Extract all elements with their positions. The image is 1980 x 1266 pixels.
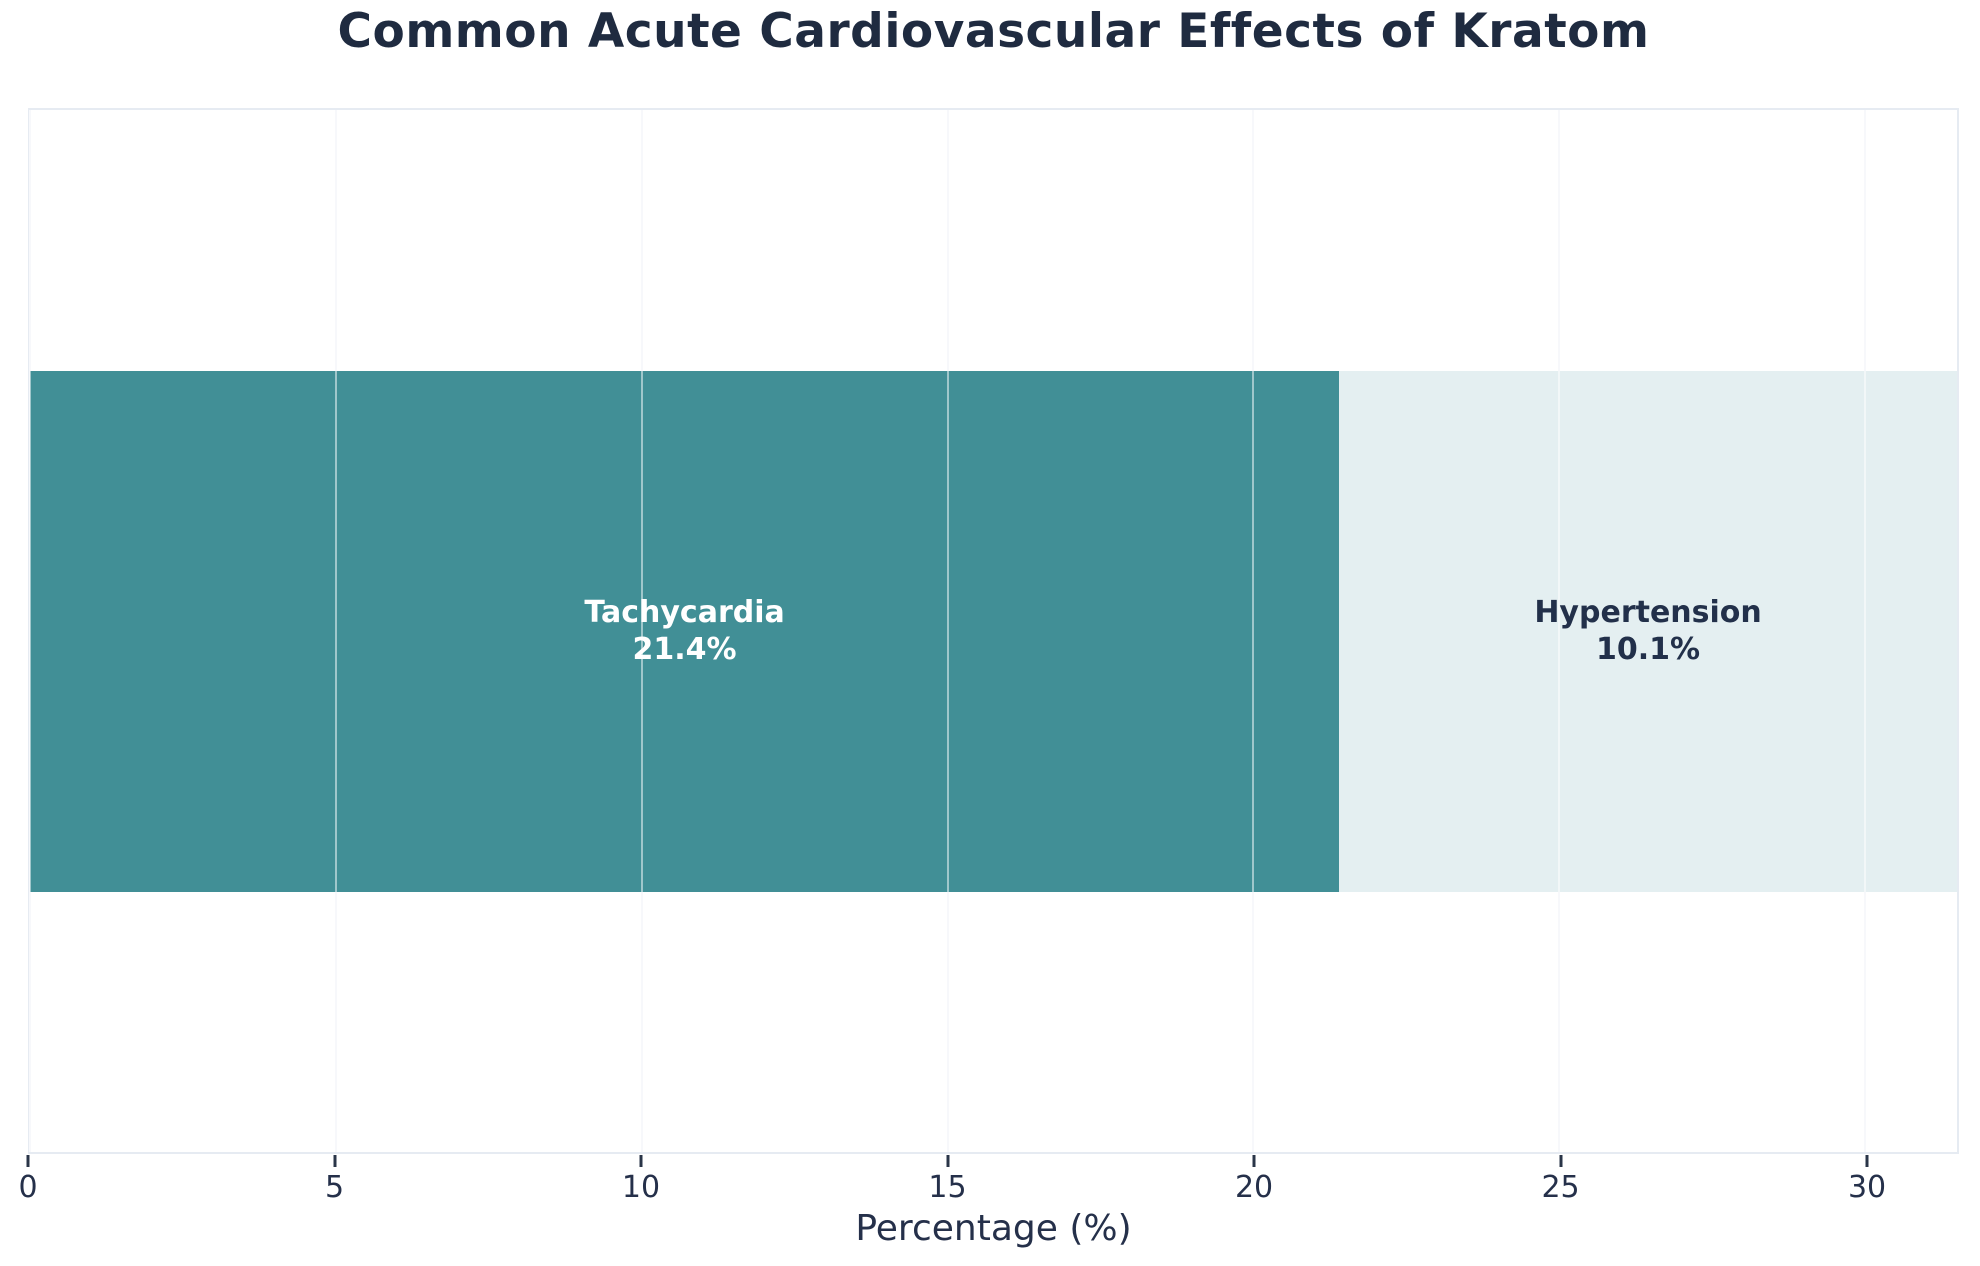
x-tick-label: 15 — [928, 1170, 967, 1205]
x-tick-mark — [333, 1155, 336, 1167]
x-tick-mark — [26, 1155, 30, 1167]
x-gridline-overlay — [334, 110, 337, 1152]
x-gridline-overlay — [1864, 110, 1867, 1152]
x-tick-mark — [1865, 1155, 1869, 1167]
bar-label-tachycardia: Tachycardia 21.4% — [584, 595, 785, 667]
x-gridline-overlay — [1252, 110, 1255, 1152]
x-gridline-overlay — [1558, 110, 1561, 1152]
plot-area: Tachycardia 21.4% Hypertension 10.1% — [28, 108, 1959, 1154]
x-tick-mark — [1559, 1155, 1563, 1167]
x-tick-label: 0 — [18, 1170, 38, 1205]
bar-segment-hypertension: Hypertension 10.1% — [1339, 370, 1957, 892]
x-axis-title: Percentage (%) — [855, 1208, 1132, 1249]
x-tick-label: 20 — [1234, 1170, 1274, 1205]
chart-title: Common Acute Cardiovascular Effects of K… — [337, 4, 1650, 59]
x-tick-label: 25 — [1541, 1170, 1580, 1205]
x-gridline-overlay — [29, 110, 31, 1152]
bar-label-hypertension: Hypertension 10.1% — [1534, 595, 1762, 667]
x-tick-label: 10 — [621, 1170, 661, 1205]
x-gridline-overlay — [946, 110, 949, 1152]
x-axis: Percentage (%) 0 5 10 15 20 25 30 — [18, 1154, 1959, 1266]
stacked-bar: Tachycardia 21.4% Hypertension 10.1% — [30, 370, 1957, 892]
x-tick-mark — [639, 1155, 643, 1167]
bar-segment-tachycardia: Tachycardia 21.4% — [30, 370, 1340, 892]
x-tick-mark — [1252, 1155, 1256, 1167]
x-tick-mark — [946, 1155, 950, 1167]
x-tick-label: 5 — [324, 1170, 345, 1205]
x-gridline-overlay — [640, 110, 643, 1152]
x-tick-label: 30 — [1847, 1170, 1887, 1205]
